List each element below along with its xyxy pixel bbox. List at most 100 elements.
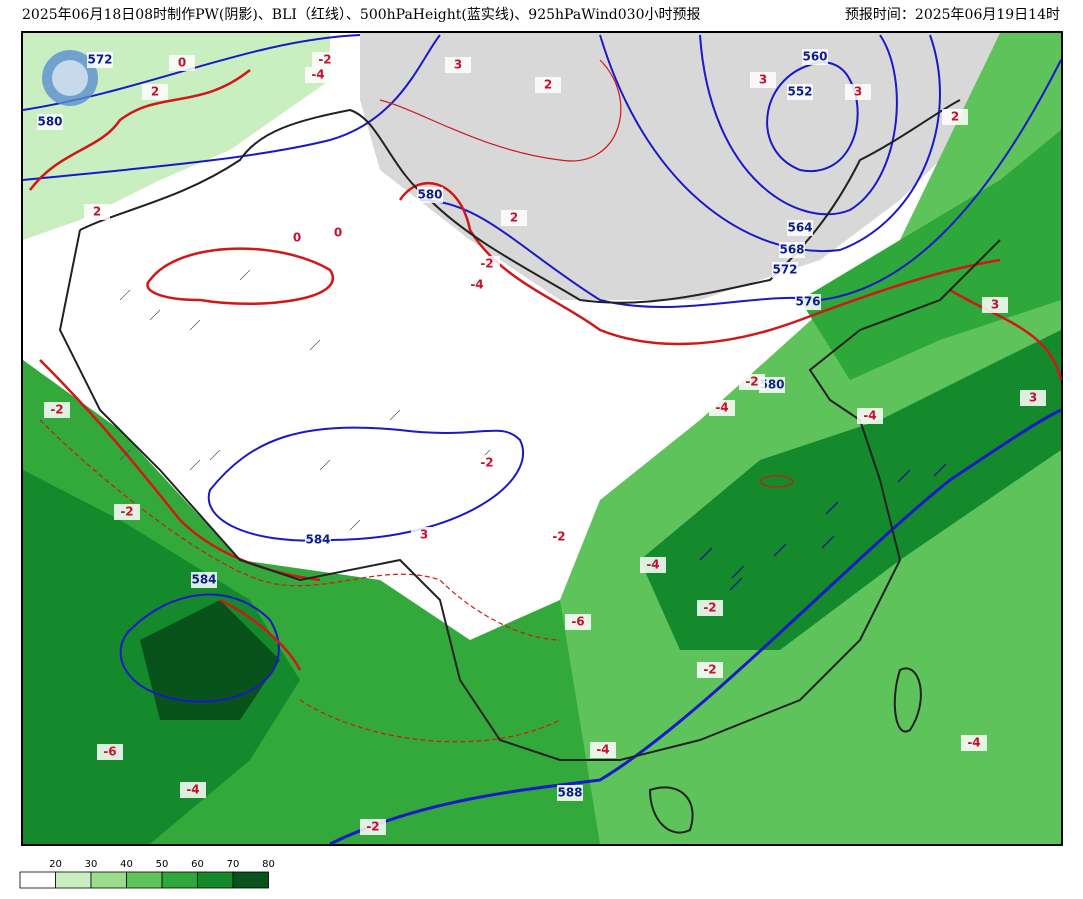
bli-label-bg	[180, 782, 206, 798]
bli-label-bg	[942, 109, 968, 125]
pw-shade	[140, 600, 280, 720]
bli-label: -2	[120, 505, 133, 519]
bli-label-bg	[325, 225, 351, 241]
height-label: 580	[759, 378, 784, 392]
bli-label-bg	[44, 402, 70, 418]
legend-swatch	[232, 871, 269, 889]
bli-label: 0	[293, 231, 301, 245]
bli-label-bg	[982, 297, 1008, 313]
bli-label-bg	[640, 557, 666, 573]
height-label: 584	[305, 533, 330, 547]
pw-shade	[640, 330, 1061, 650]
legend-swatch	[126, 871, 163, 889]
bli-label-bg	[169, 55, 195, 71]
bli-label: 3	[454, 58, 462, 72]
bli-label: -6	[103, 745, 116, 759]
bli-label: -4	[470, 278, 483, 292]
height-label-bg	[787, 220, 813, 236]
bli-label-bg	[97, 744, 123, 760]
bli-label: -2	[703, 601, 716, 615]
bli-label: -4	[646, 558, 659, 572]
height-label-bg	[787, 84, 813, 100]
bli-label: 3	[1029, 391, 1037, 405]
map-panel	[21, 31, 1063, 846]
height-label: 564	[787, 221, 812, 235]
contour-labels: 572 580 580 560 552 564 568 572 576 580 584 584 588 0…	[37, 49, 1046, 835]
legend-swatch	[19, 871, 56, 889]
bli-label: -4	[715, 401, 728, 415]
bli-label-bg	[474, 455, 500, 471]
height-label-bg	[795, 294, 821, 310]
legend-tick: 40	[120, 859, 133, 870]
bli-label-bg	[142, 84, 168, 100]
legend-swatch	[55, 871, 92, 889]
bli-label: 3	[759, 73, 767, 87]
borders	[58, 99, 1001, 834]
height-label-bg	[802, 49, 828, 65]
bli-label-bg	[474, 256, 500, 272]
height-label-bg	[37, 114, 63, 130]
bli-label: -6	[571, 615, 584, 629]
bli-label: -2	[480, 456, 493, 470]
bli-label: 0	[178, 56, 186, 70]
bli-label: 0	[334, 226, 342, 240]
bli-label: -4	[311, 68, 324, 82]
bli-label-bg	[750, 72, 776, 88]
height-label: 580	[37, 115, 62, 129]
bli-label-bg	[845, 84, 871, 100]
height-label: 576	[795, 295, 820, 309]
bli-label-bg	[360, 819, 386, 835]
header-title: 2025年06月18日08时制作PW(阴影)、BLI（红线）、500hPaHei…	[22, 7, 701, 23]
bli-label: 3	[991, 298, 999, 312]
valid-time: 预报时间：2025年06月19日14时	[845, 7, 1060, 23]
legend-tick: 70	[227, 859, 240, 870]
bli-label: 2	[544, 78, 552, 92]
bli-label: 3	[420, 528, 428, 542]
bli-label-bg	[697, 662, 723, 678]
legend-swatch	[161, 871, 198, 889]
bli-label-bg	[709, 400, 735, 416]
bli-label: 3	[854, 85, 862, 99]
legend: 20 30 40 50 60 70 80	[19, 859, 275, 889]
height-label: 584	[191, 573, 216, 587]
bli-label-bg	[565, 614, 591, 630]
bli-label: -2	[480, 257, 493, 271]
bli-label-bg	[590, 742, 616, 758]
legend-tick: 20	[49, 859, 62, 870]
height-label: 568	[779, 243, 804, 257]
logo	[42, 50, 98, 106]
bli-contours	[29, 59, 1063, 743]
bli-label: -2	[703, 663, 716, 677]
bli-label: -2	[318, 53, 331, 67]
legend-tick: 80	[262, 859, 275, 870]
height-label-bg	[87, 52, 113, 68]
bli-label-bg	[501, 210, 527, 226]
bli-label: -4	[596, 743, 609, 757]
height-label-bg	[191, 572, 217, 588]
dry-area	[360, 33, 1000, 300]
bli-label: -2	[50, 403, 63, 417]
bli-label-bg	[284, 230, 310, 246]
height-label: 588	[557, 786, 582, 800]
bli-label-bg	[961, 735, 987, 751]
legend-swatch	[197, 871, 234, 889]
bli-label-bg	[445, 57, 471, 73]
bli-label-bg	[739, 374, 765, 390]
bli-label: 2	[151, 85, 159, 99]
height-label: 572	[772, 263, 797, 277]
bli-label-bg	[305, 67, 331, 83]
bli-label: -4	[863, 409, 876, 423]
height-label: 572	[87, 53, 112, 67]
height-label: 560	[802, 50, 827, 64]
height-label-bg	[779, 242, 805, 258]
bli-label-bg	[411, 527, 437, 543]
bli-label-bg	[546, 529, 572, 545]
legend-tick: 50	[156, 859, 169, 870]
bli-label-bg	[464, 277, 490, 293]
legend-tick: 60	[191, 859, 204, 870]
bli-label: 2	[93, 205, 101, 219]
bli-label-bg	[857, 408, 883, 424]
legend-swatch	[90, 871, 127, 889]
